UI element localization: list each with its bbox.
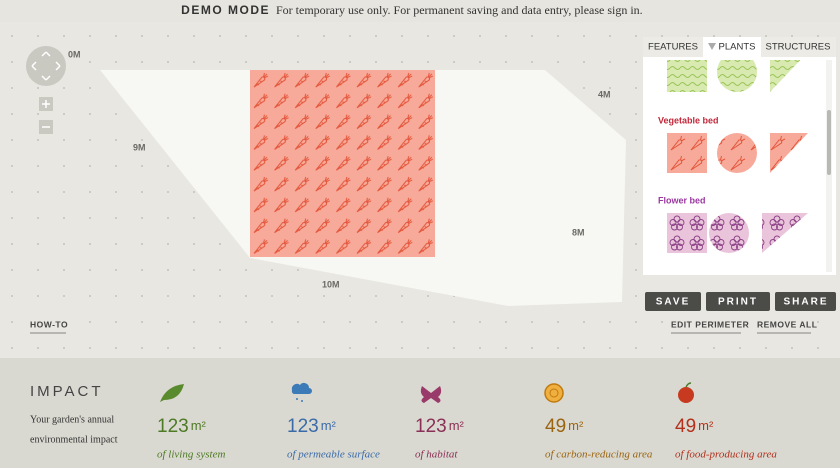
value: 123 xyxy=(157,416,189,437)
remove-all-link[interactable]: REMOVE ALL xyxy=(757,319,817,329)
dimension: 4M xyxy=(598,89,611,99)
bed-square[interactable] xyxy=(667,133,707,173)
impact-value: 49 m² xyxy=(675,416,714,437)
tab[interactable]: PLANTS xyxy=(719,42,756,53)
tab-arrow xyxy=(708,43,716,50)
zoom-in[interactable] xyxy=(39,97,53,111)
button-label: SAVE xyxy=(656,297,691,308)
impact-title: IMPACT xyxy=(30,383,104,400)
vegetable-bed[interactable] xyxy=(250,70,435,257)
unit: m² xyxy=(321,418,337,433)
unit: m² xyxy=(698,418,714,433)
impact-label: of permeable surface xyxy=(287,449,380,461)
bed-square[interactable] xyxy=(667,213,707,253)
scroll-thumb[interactable] xyxy=(827,110,831,175)
impact-value: 123 m² xyxy=(415,416,465,437)
value: 49 xyxy=(675,416,696,437)
button-label: PRINT xyxy=(718,297,758,308)
impact-label: of living system xyxy=(157,449,225,461)
how-to-link[interactable]: HOW-TO xyxy=(30,319,68,329)
edit-perimeter-link[interactable]: EDIT PERIMETER xyxy=(671,319,749,329)
icon-leaf xyxy=(160,384,184,402)
value: 123 xyxy=(287,416,319,437)
bed-circle[interactable] xyxy=(709,213,749,253)
active-tab xyxy=(703,37,761,57)
dimension: 10M xyxy=(322,279,340,289)
print-button[interactable]: PRINT xyxy=(706,292,770,311)
impact-label: of food-producing area xyxy=(675,449,777,461)
unit: m² xyxy=(449,418,465,433)
impact-description: Your garden's annual xyxy=(30,414,114,425)
grass-row xyxy=(667,60,801,92)
unit: m² xyxy=(568,418,584,433)
value: 49 xyxy=(545,416,566,437)
zoom-out[interactable] xyxy=(39,120,53,134)
tab[interactable]: STRUCTURES xyxy=(766,42,831,53)
pan-control[interactable] xyxy=(26,46,66,86)
icon-rain xyxy=(291,383,312,402)
impact-label: of carbon-reducing area xyxy=(545,449,653,461)
bed-triangle[interactable] xyxy=(762,213,808,253)
button-label: SHARE xyxy=(783,297,828,308)
save-button[interactable]: SAVE xyxy=(645,292,701,311)
dimension: 8M xyxy=(572,227,585,237)
impact-label: of habitat xyxy=(415,449,458,461)
bed-circle[interactable] xyxy=(717,133,757,173)
share-button[interactable]: SHARE xyxy=(775,292,836,311)
icon-apple xyxy=(678,382,694,403)
icon-globe xyxy=(544,383,564,403)
impact-value: 49 m² xyxy=(545,416,584,437)
section-label: Flower bed xyxy=(658,195,706,205)
icon-butterfly xyxy=(420,386,442,403)
dimension: 0M xyxy=(68,49,81,59)
banner xyxy=(0,0,840,22)
impact-value: 123 m² xyxy=(157,416,207,437)
banner-label: DEMO MODE xyxy=(181,3,270,17)
impact-panel xyxy=(0,358,840,468)
dimension: 9M xyxy=(133,142,146,152)
impact-value: 123 m² xyxy=(287,416,337,437)
unit: m² xyxy=(191,418,207,433)
section-label: Vegetable bed xyxy=(658,115,719,125)
tab[interactable]: FEATURES xyxy=(648,42,698,53)
impact-description: environmental impact xyxy=(30,434,118,445)
value: 123 xyxy=(415,416,447,437)
bed-triangle[interactable] xyxy=(770,133,808,173)
banner-message: For temporary use only. For permanent sa… xyxy=(276,3,643,17)
